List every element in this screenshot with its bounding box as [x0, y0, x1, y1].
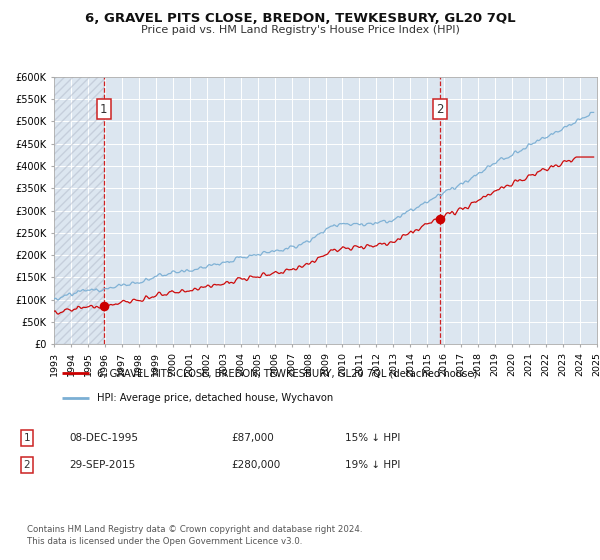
- Text: Contains HM Land Registry data © Crown copyright and database right 2024.
This d: Contains HM Land Registry data © Crown c…: [27, 525, 362, 546]
- Text: 29-SEP-2015: 29-SEP-2015: [69, 460, 135, 470]
- Text: 2: 2: [436, 103, 443, 116]
- Text: HPI: Average price, detached house, Wychavon: HPI: Average price, detached house, Wych…: [97, 393, 334, 403]
- Text: 1: 1: [23, 433, 31, 443]
- Point: [99, 301, 109, 310]
- Text: 19% ↓ HPI: 19% ↓ HPI: [345, 460, 400, 470]
- Text: 1: 1: [100, 103, 107, 116]
- Point: [435, 215, 445, 224]
- Text: £280,000: £280,000: [231, 460, 280, 470]
- Text: 6, GRAVEL PITS CLOSE, BREDON, TEWKESBURY, GL20 7QL (detached house): 6, GRAVEL PITS CLOSE, BREDON, TEWKESBURY…: [97, 368, 478, 379]
- Text: 15% ↓ HPI: 15% ↓ HPI: [345, 433, 400, 443]
- Text: Price paid vs. HM Land Registry's House Price Index (HPI): Price paid vs. HM Land Registry's House …: [140, 25, 460, 35]
- Text: 08-DEC-1995: 08-DEC-1995: [69, 433, 138, 443]
- Text: £87,000: £87,000: [231, 433, 274, 443]
- Text: 6, GRAVEL PITS CLOSE, BREDON, TEWKESBURY, GL20 7QL: 6, GRAVEL PITS CLOSE, BREDON, TEWKESBURY…: [85, 12, 515, 25]
- Text: 2: 2: [23, 460, 31, 470]
